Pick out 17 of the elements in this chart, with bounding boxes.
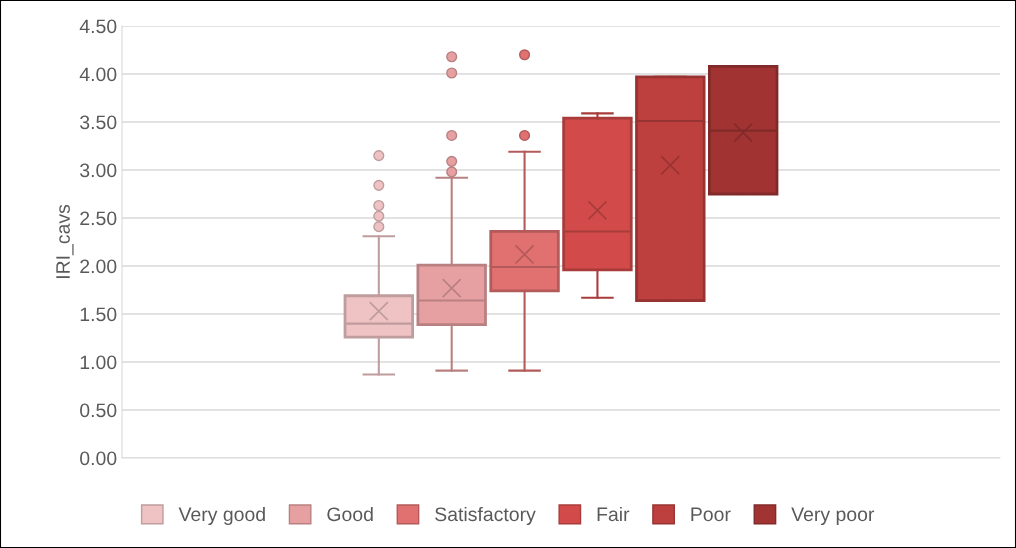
y-tick-label: 0.00 (80, 451, 117, 466)
legend-label: Poor (691, 507, 731, 522)
y-tick-label: 3.00 (80, 163, 117, 178)
legend-label: Satisfactory (435, 506, 536, 526)
y-tick-label: 4.00 (79, 67, 117, 82)
y-tick-label: 2.50 (80, 211, 117, 226)
y-tick-label: 4.50 (79, 19, 117, 34)
y-tick-label: 0.50 (80, 403, 117, 418)
legend-label: Fair (597, 506, 630, 522)
y-tick-label: 1.00 (80, 355, 117, 370)
y-tick-label: 3.50 (80, 115, 117, 130)
y-tick-label: 1.50 (80, 307, 117, 322)
legend-label: Good (327, 506, 373, 522)
legend-label: Very good (178, 506, 265, 526)
y-tick-label: 2.00 (80, 259, 117, 274)
legend-label: Very poor (791, 507, 875, 526)
y-axis-title: IRI_cavs (56, 204, 74, 279)
